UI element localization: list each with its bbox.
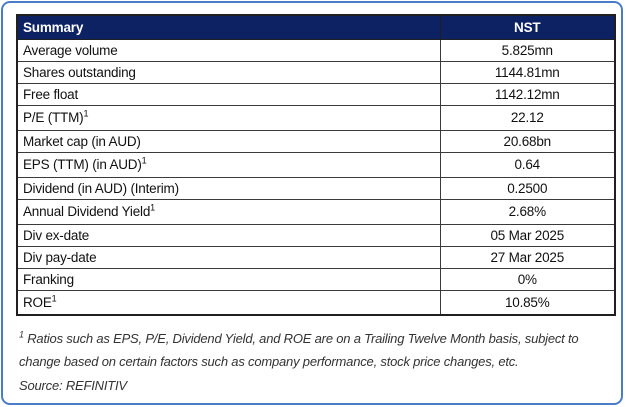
metric-label-text: Shares outstanding <box>23 64 136 80</box>
summary-table: Summary NST Average volume 5.825mn Share… <box>16 14 616 316</box>
table-row-roe: ROE1 10.85% <box>16 289 616 316</box>
metric-label: Free float <box>16 82 441 106</box>
metric-value: 0.64 <box>439 151 616 178</box>
footnote-marker: 1 <box>83 108 89 119</box>
metric-value: 10.85% <box>439 289 616 316</box>
table-row-div-pay-date: Div pay-date 27 Mar 2025 <box>16 245 616 269</box>
metric-label-text: Market cap (in AUD) <box>23 133 141 149</box>
table-row-franking: Franking 0% <box>16 267 616 291</box>
metric-value: 0.2500 <box>439 176 616 200</box>
metric-label-text: P/E (TTM) <box>23 110 84 125</box>
metric-label-text: EPS (TTM) (in AUD) <box>23 157 142 172</box>
metric-label: Annual Dividend Yield1 <box>16 198 441 225</box>
table-header-row: Summary NST <box>16 14 616 40</box>
metric-value: 0% <box>439 267 616 291</box>
metric-value: 22.12 <box>439 104 616 131</box>
footnote-marker: 1 <box>141 155 147 166</box>
footnote: 1 Ratios such as EPS, P/E, Dividend Yiel… <box>19 327 601 373</box>
metric-label: EPS (TTM) (in AUD)1 <box>16 151 441 178</box>
table-row-div-ex-date: Div ex-date 05 Mar 2025 <box>16 223 616 247</box>
metric-label-text: ROE <box>23 294 52 310</box>
metric-value: 2.68% <box>439 198 616 225</box>
metric-label: Shares outstanding <box>16 60 441 84</box>
metric-label: Market cap (in AUD) <box>16 129 441 153</box>
metric-label: ROE1 <box>16 289 441 316</box>
metric-label: Franking <box>16 267 441 291</box>
metric-label: Div ex-date <box>16 223 441 247</box>
table-row-eps-ttm: EPS (TTM) (in AUD)1 0.64 <box>16 151 616 178</box>
table-row-annual-dividend-yield: Annual Dividend Yield1 2.68% <box>16 198 616 225</box>
metric-label-text: Franking <box>23 271 74 287</box>
metric-value: 1142.12mn <box>439 82 616 106</box>
footnote-superscript: 1 <box>19 329 24 340</box>
metric-value: 1144.81mn <box>439 60 616 84</box>
metric-label-text: Dividend (in AUD) (Interim) <box>23 180 179 196</box>
header-ticker-nst: NST <box>439 14 616 40</box>
table-row-free-float: Free float 1142.12mn <box>16 82 616 106</box>
metric-value: 20.68bn <box>439 129 616 153</box>
footnote-text: Ratios such as EPS, P/E, Dividend Yield,… <box>19 331 579 369</box>
metric-label-text: Free float <box>23 86 79 102</box>
metric-value: 05 Mar 2025 <box>439 223 616 247</box>
metric-label-text: Div pay-date <box>23 249 97 265</box>
table-row-pe-ttm: P/E (TTM)1 22.12 <box>16 104 616 131</box>
metric-label: P/E (TTM)1 <box>16 104 441 131</box>
metric-label: Average volume <box>16 38 441 62</box>
metric-label: Dividend (in AUD) (Interim) <box>16 176 441 200</box>
metric-value: 27 Mar 2025 <box>439 245 616 269</box>
metric-label-text: Div ex-date <box>23 227 90 243</box>
table-row-average-volume: Average volume 5.825mn <box>16 38 616 62</box>
footnote-marker: 1 <box>150 202 155 213</box>
metric-label-text: Average volume <box>23 42 118 58</box>
header-summary: Summary <box>16 14 441 40</box>
metric-value: 5.825mn <box>439 38 616 62</box>
metric-label-text: Annual Dividend Yield <box>23 204 151 219</box>
footnote-marker: 1 <box>51 293 57 304</box>
table-row-market-cap: Market cap (in AUD) 20.68bn <box>16 129 616 153</box>
metric-label: Div pay-date <box>16 245 441 269</box>
table-row-shares-outstanding: Shares outstanding 1144.81mn <box>16 60 616 84</box>
table-row-dividend-interim: Dividend (in AUD) (Interim) 0.2500 <box>16 176 616 200</box>
source-line: Source: REFINITIV <box>19 378 127 393</box>
